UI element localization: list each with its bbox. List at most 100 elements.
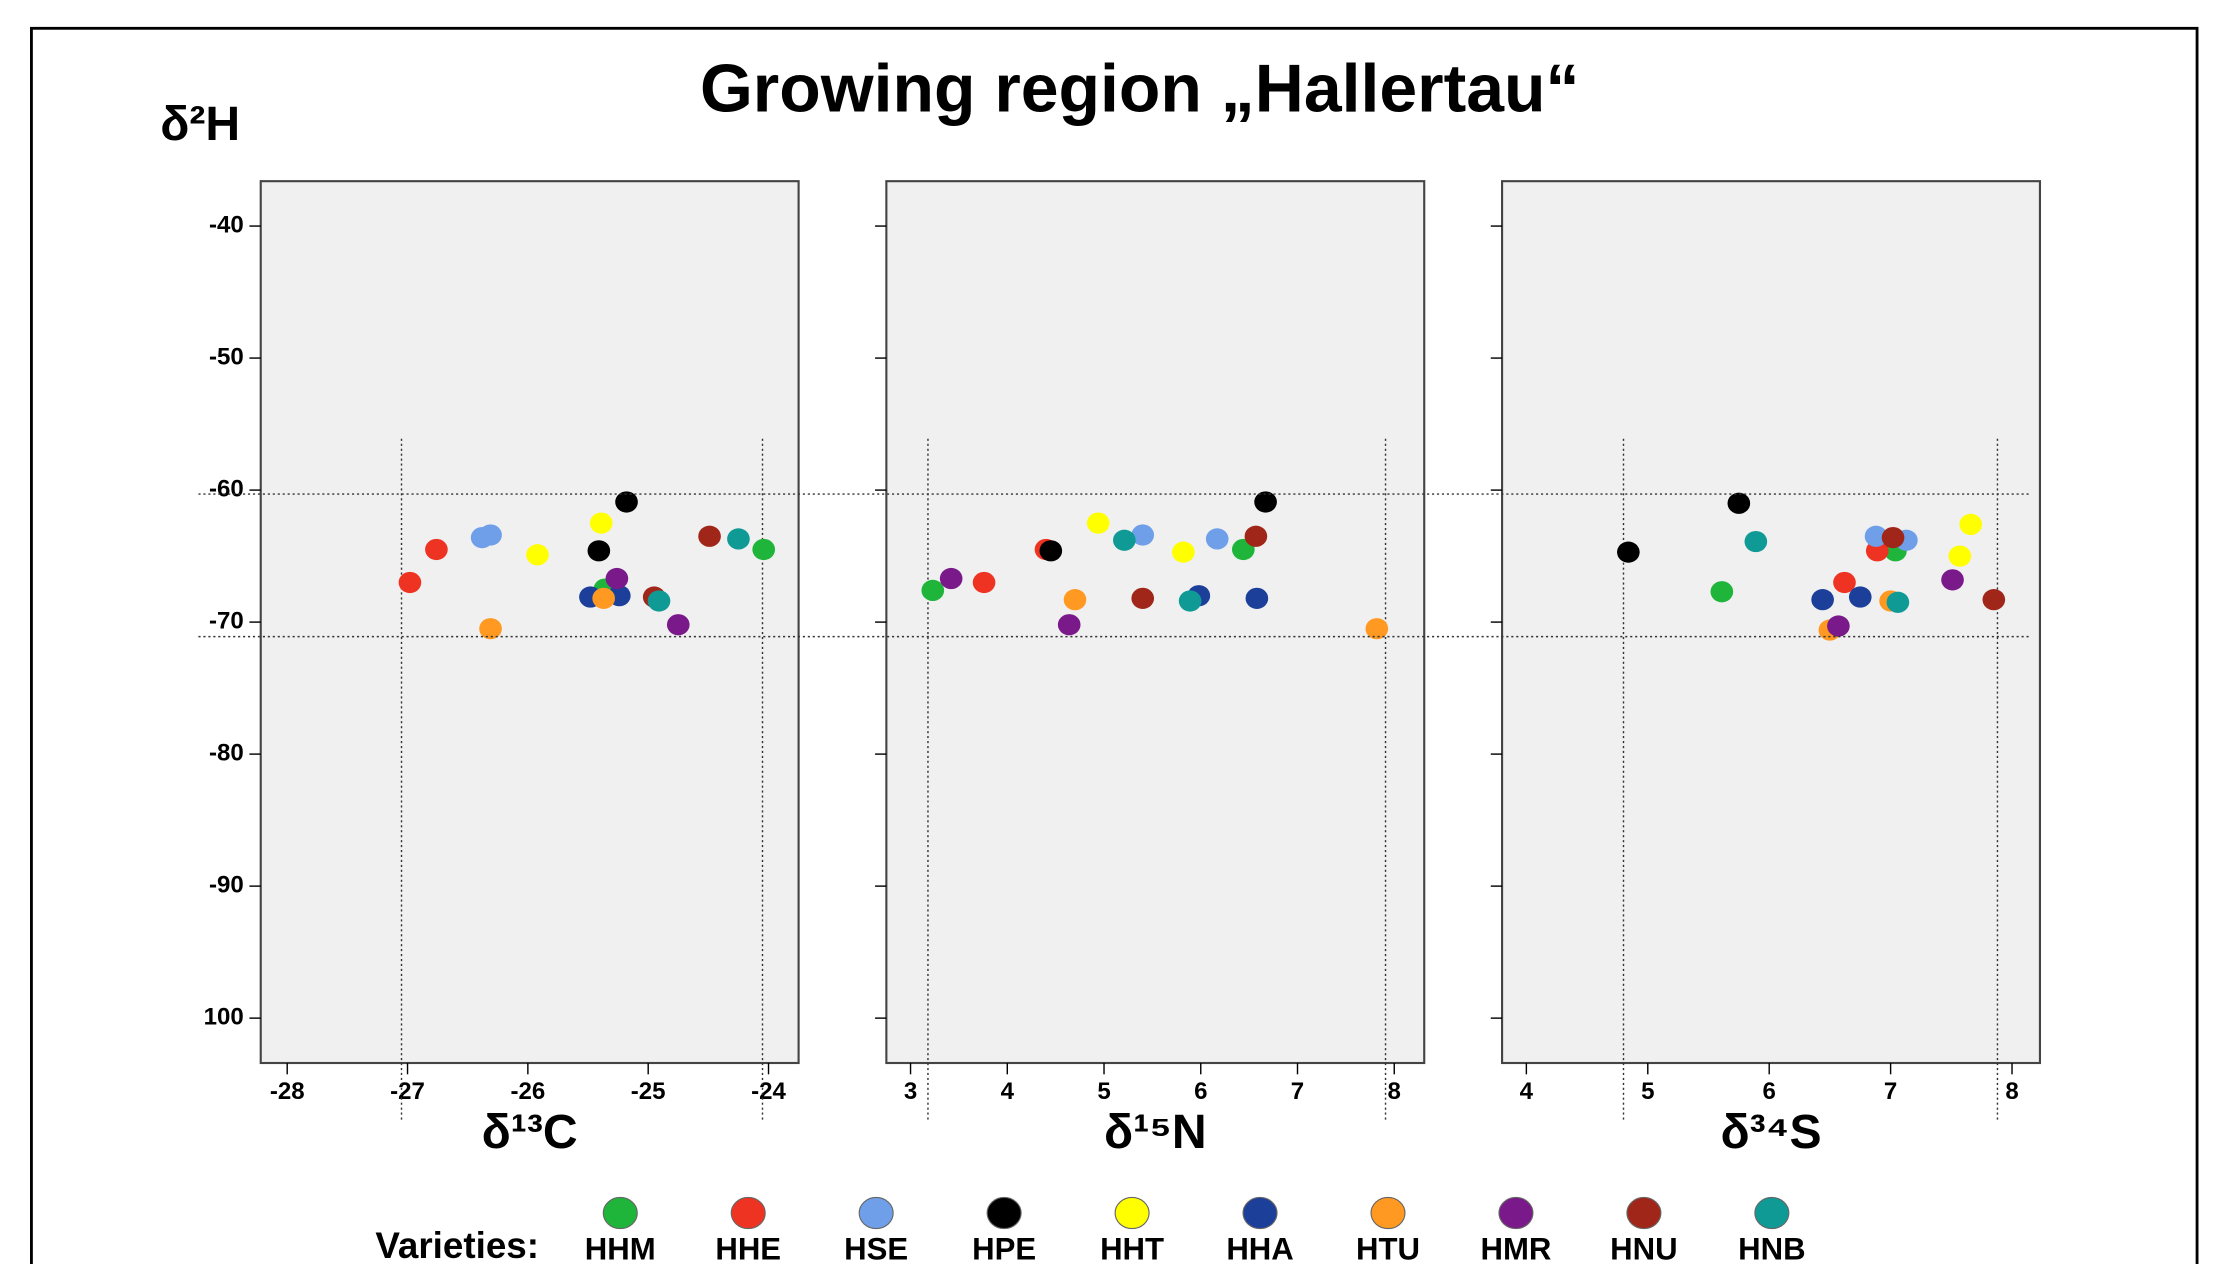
data-point	[1811, 589, 1834, 611]
x-axis-label: δ¹³C	[482, 1105, 578, 1159]
legend-swatch	[730, 1196, 766, 1230]
data-point	[479, 618, 502, 640]
x-tick-label: -28	[270, 1078, 305, 1105]
y-tick-label: -50	[209, 343, 244, 370]
data-point	[605, 567, 629, 590]
data-point	[1881, 526, 1905, 549]
data-point	[1254, 491, 1277, 513]
y-tick-label: -90	[209, 871, 244, 898]
legend-swatch	[1754, 1196, 1790, 1230]
data-point	[1244, 525, 1268, 547]
x-tick-label: 7	[1291, 1078, 1304, 1105]
x-tick-label: 6	[1763, 1078, 1776, 1105]
x-axis-label: δ³⁴S	[1720, 1105, 1821, 1159]
legend-swatch	[602, 1196, 638, 1230]
x-tick-label: -26	[510, 1078, 545, 1105]
legend-swatch	[858, 1196, 894, 1230]
x-tick-label: 3	[904, 1078, 917, 1105]
data-point	[1710, 581, 1734, 603]
data-point	[1744, 530, 1768, 553]
x-tick-label: -25	[631, 1078, 666, 1105]
data-point	[1172, 541, 1195, 563]
legend-swatch	[1114, 1196, 1150, 1230]
x-tick-label: 4	[1520, 1078, 1534, 1105]
data-point	[398, 571, 422, 594]
data-point	[1205, 528, 1229, 550]
plot-area	[259, 180, 800, 1065]
legend-swatch	[1370, 1196, 1406, 1230]
legend-label: HNB	[1738, 1231, 1805, 1264]
legend-swatch	[1242, 1196, 1278, 1230]
data-point	[1131, 587, 1155, 609]
data-point	[1365, 618, 1389, 640]
y-tick-label: -80	[209, 739, 244, 766]
data-point	[1086, 512, 1110, 534]
legend-label: HHT	[1100, 1231, 1164, 1264]
y-tick-label: -40	[209, 211, 244, 238]
x-tick-label: 5	[1641, 1078, 1654, 1105]
data-point	[1886, 591, 1910, 613]
legend-label: HHM	[585, 1231, 656, 1264]
y-tick-label: -60	[209, 475, 244, 502]
data-point	[939, 567, 963, 590]
y-tick-label: -70	[209, 607, 244, 634]
data-point	[1039, 540, 1063, 562]
y-tick-label: 100	[204, 1003, 244, 1030]
legend-label: HMR	[1481, 1231, 1552, 1264]
data-point	[1848, 586, 1872, 608]
legend-label: HPE	[972, 1231, 1036, 1264]
data-point	[921, 579, 945, 602]
data-point	[1178, 590, 1202, 612]
legend-swatch	[1498, 1196, 1534, 1230]
plot-area	[885, 180, 1426, 1065]
data-point	[1864, 525, 1888, 547]
legend-swatch	[1626, 1196, 1662, 1230]
data-point	[1941, 569, 1964, 591]
data-point	[647, 590, 671, 612]
data-point	[1063, 589, 1087, 611]
legend-label: HNU	[1610, 1231, 1677, 1264]
x-tick-label: 8	[1388, 1078, 1401, 1105]
legend-title: Varieties:	[375, 1225, 539, 1264]
x-tick-label: -27	[390, 1078, 425, 1105]
data-point	[479, 524, 502, 546]
plot-area	[1501, 180, 2042, 1065]
data-point	[698, 525, 721, 547]
data-point	[1113, 529, 1136, 551]
x-tick-label: 8	[2005, 1078, 2018, 1105]
data-point	[1948, 545, 1972, 567]
x-tick-label: -24	[751, 1078, 786, 1105]
data-point	[1245, 587, 1269, 609]
data-point	[1827, 615, 1850, 637]
data-point	[727, 528, 750, 550]
data-point	[1057, 614, 1081, 636]
chart-title: Growing region „Hallertau“	[700, 50, 1580, 126]
data-point	[589, 512, 613, 534]
x-tick-label: 4	[1001, 1078, 1015, 1105]
legend-label: HHE	[715, 1231, 781, 1264]
data-point	[615, 491, 638, 513]
data-point	[666, 614, 690, 636]
data-point	[592, 587, 615, 609]
data-point	[1959, 513, 1983, 536]
data-point	[526, 544, 549, 566]
data-point	[752, 538, 776, 561]
data-point	[1131, 524, 1155, 546]
x-tick-label: 7	[1884, 1078, 1897, 1105]
data-point	[1617, 541, 1640, 563]
x-axis-label: δ¹⁵N	[1104, 1105, 1207, 1159]
x-tick-label: 5	[1097, 1078, 1110, 1105]
data-point	[1833, 571, 1856, 594]
legend-label: HHA	[1226, 1231, 1293, 1264]
data-point	[1982, 589, 2006, 611]
legend-label: HTU	[1356, 1231, 1420, 1264]
legend-label: HSE	[844, 1231, 908, 1264]
data-point	[1727, 492, 1751, 514]
data-point	[972, 571, 996, 594]
x-tick-label: 6	[1194, 1078, 1207, 1105]
y-axis-label: δ²H	[160, 97, 240, 151]
data-point	[587, 540, 611, 562]
legend-swatch	[986, 1196, 1022, 1230]
